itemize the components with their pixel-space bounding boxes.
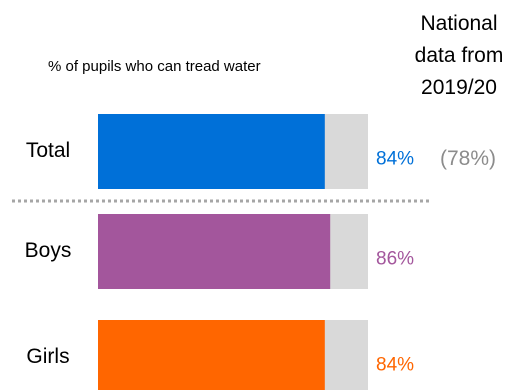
bar-total <box>98 114 325 189</box>
category-label-total: Total <box>26 139 70 162</box>
national-data-header: National data from 2019/20 <box>404 8 514 104</box>
category-label-boys: Boys <box>25 239 72 262</box>
value-label-total: 84% <box>376 149 414 170</box>
national-header-line-3: 2019/20 <box>421 76 497 99</box>
category-label-girls: Girls <box>26 345 69 368</box>
bar-boys <box>98 214 331 289</box>
national-value-label-total: (78%) <box>440 147 496 170</box>
value-label-boys: 86% <box>376 249 414 270</box>
value-label-girls: 84% <box>376 355 414 376</box>
chart-subtitle: % of pupils who can tread water <box>48 58 261 75</box>
national-header-line-2: data from <box>414 44 504 67</box>
bar-girls <box>98 320 325 390</box>
national-header-line-1: National <box>420 12 498 35</box>
